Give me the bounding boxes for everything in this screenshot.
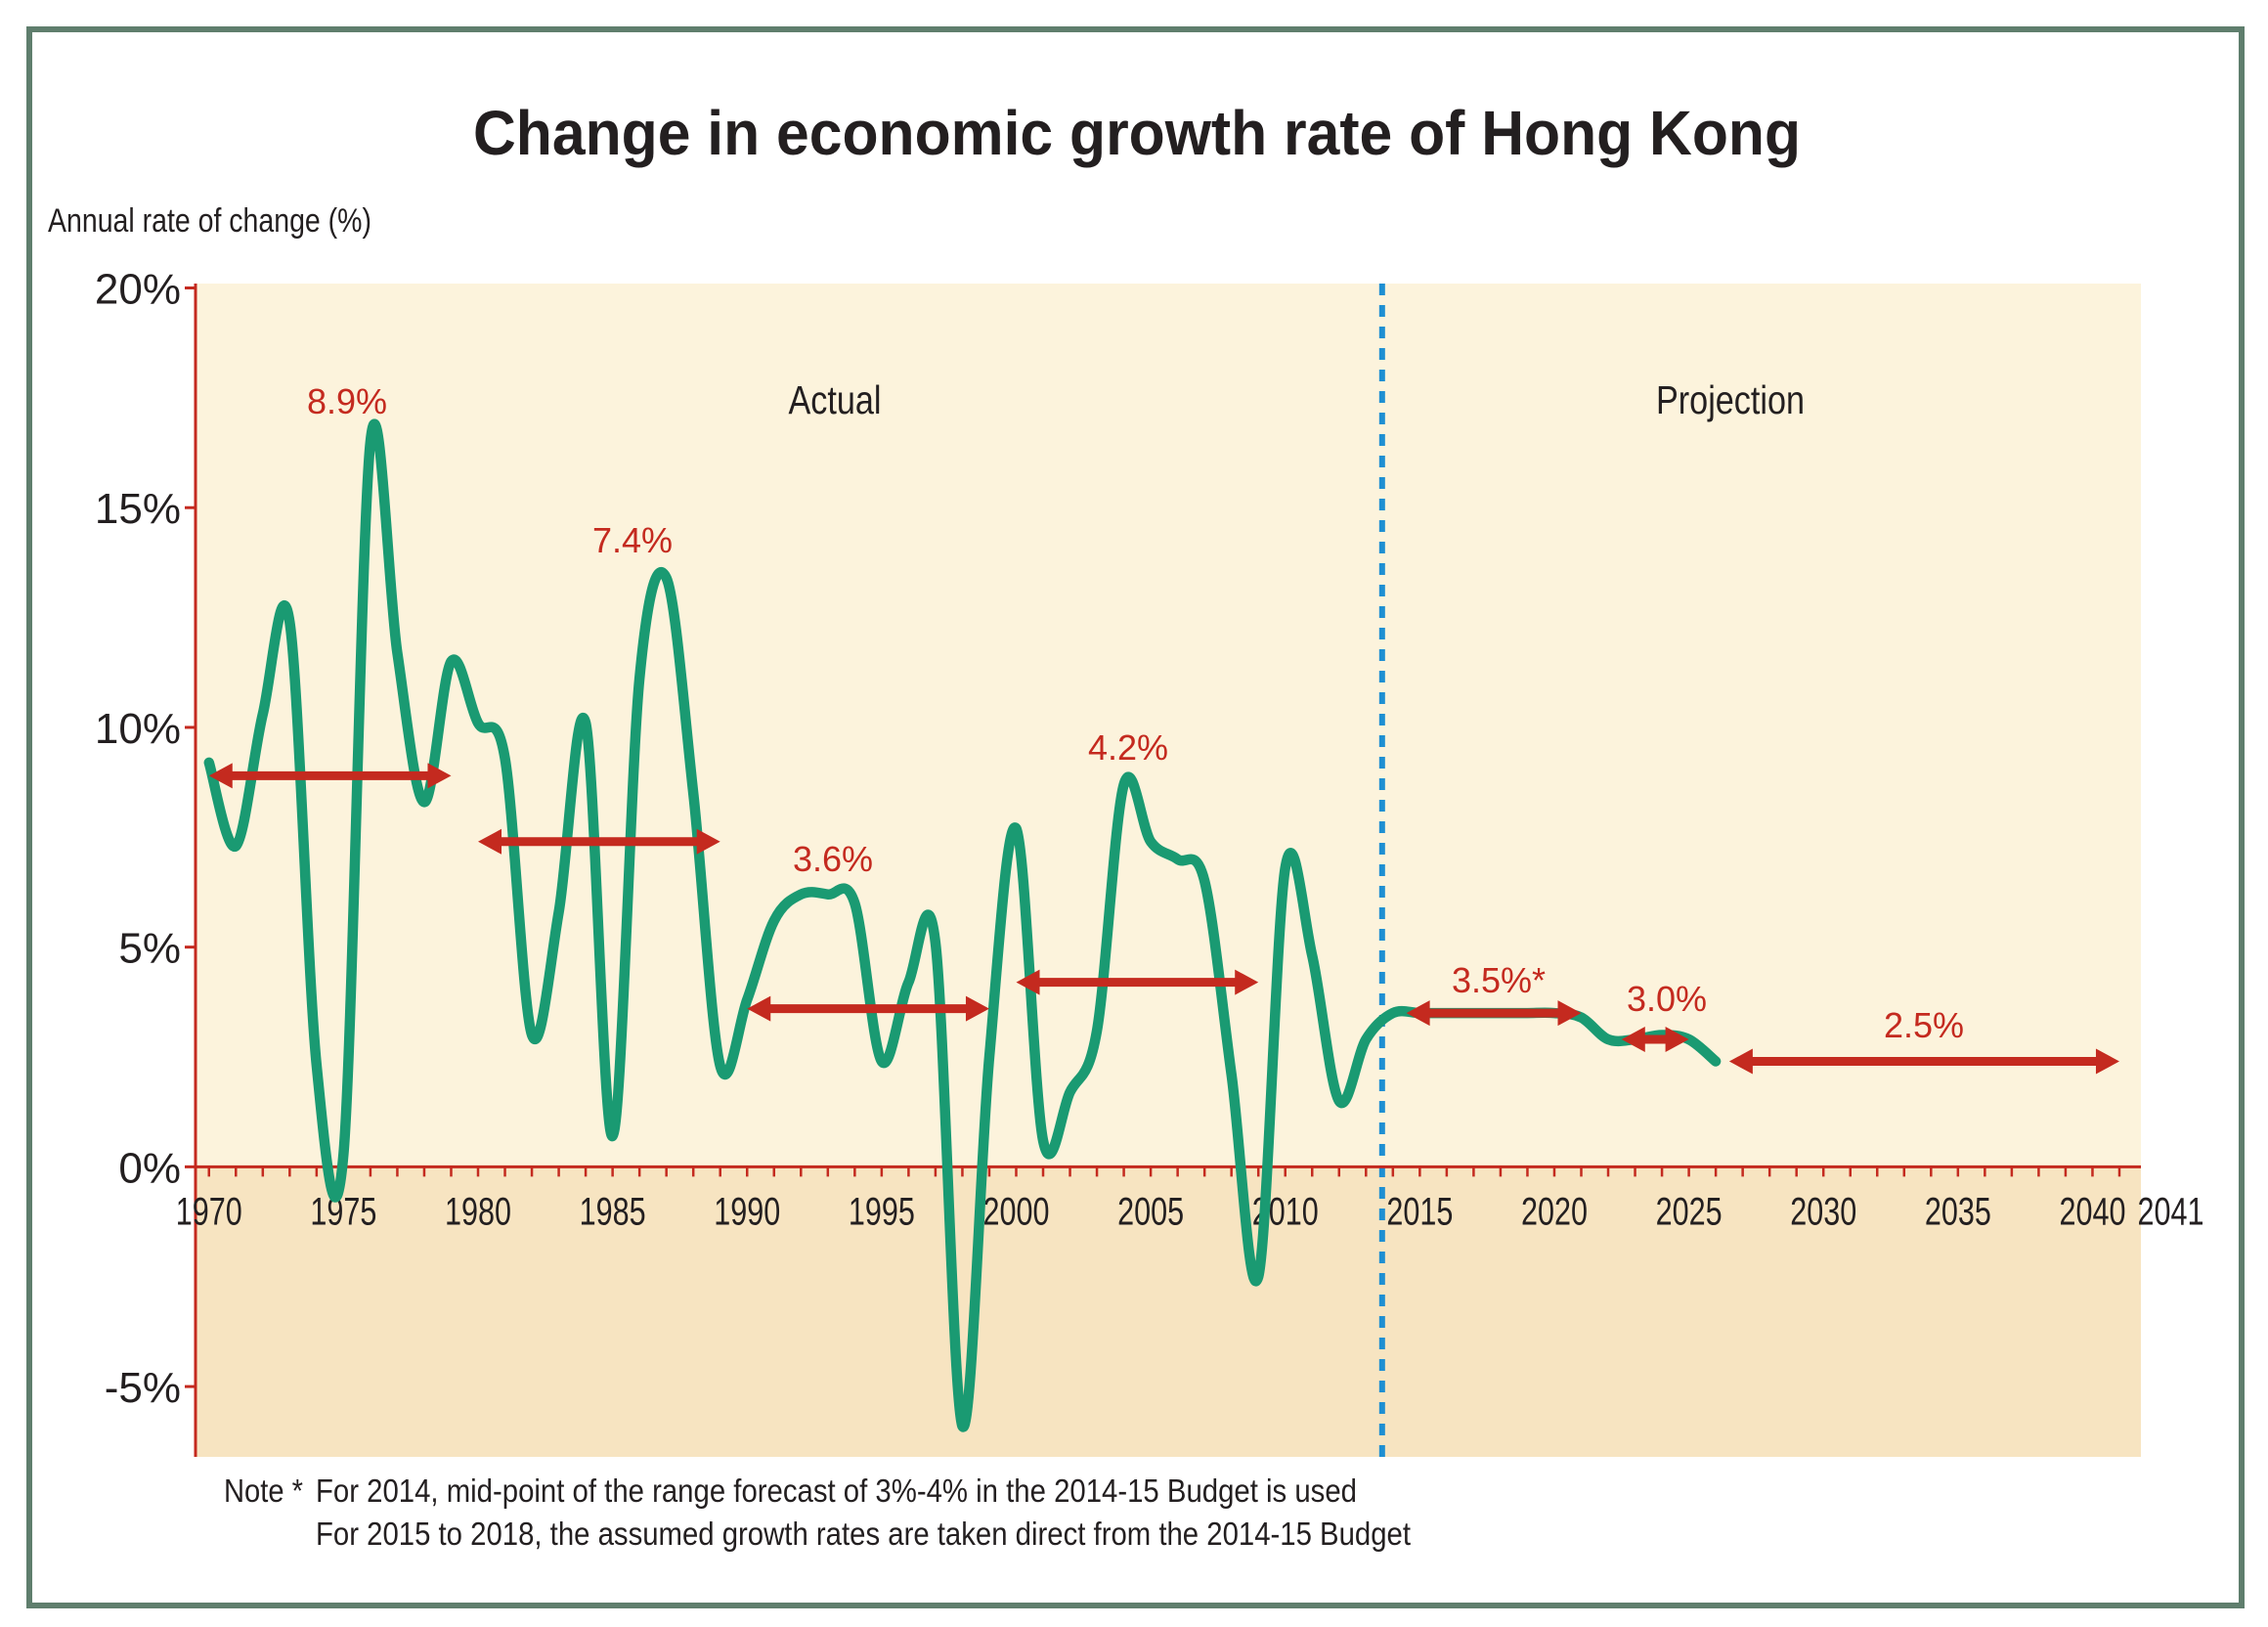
x-tick-label: 1990 — [714, 1190, 780, 1233]
period-average-arrow — [1016, 969, 1259, 995]
note-line-2: For 2015 to 2018, the assumed growth rat… — [316, 1516, 1411, 1552]
arrow-head-left — [1621, 1027, 1645, 1053]
y-tick-label: 0% — [118, 1144, 181, 1192]
period-average-label: 4.2% — [1088, 727, 1168, 768]
period-average-label: 3.6% — [793, 839, 873, 879]
arrow-head-right — [1557, 1000, 1582, 1027]
x-tick-label: 2040 — [2059, 1190, 2125, 1233]
period-average-arrow — [208, 763, 452, 789]
period-average-arrows: 8.9% 7.4% 3.6% 4.2% 3.5%* 3.0% 2.5% — [208, 381, 2119, 1075]
x-tick-label: 2005 — [1117, 1190, 1184, 1233]
period-average-label: 8.9% — [307, 381, 387, 421]
period-average-arrow — [747, 995, 989, 1022]
arrow-head-right — [1235, 969, 1259, 995]
period-average-label: 7.4% — [592, 520, 673, 560]
note-line-1: For 2014, mid-point of the range forecas… — [316, 1473, 1357, 1509]
arrow-head-right — [2095, 1048, 2119, 1075]
period-average-arrow — [1621, 1027, 1689, 1053]
negative-region-background — [196, 1166, 2141, 1457]
arrow-head-left — [747, 995, 771, 1022]
arrow-head-right — [427, 763, 452, 789]
period-average-label: 3.5%* — [1452, 960, 1546, 1000]
section-label-projection: Projection — [1656, 377, 1805, 422]
chart-title: Change in economic growth rate of Hong K… — [473, 98, 1801, 168]
x-tick-label: 2000 — [982, 1190, 1049, 1233]
arrow-head-right — [696, 828, 720, 855]
arrow-head-left — [1406, 1000, 1430, 1027]
figure-frame — [26, 26, 2245, 1608]
series — [203, 418, 1722, 1432]
x-tick-label: 2015 — [1386, 1190, 1453, 1233]
x-tick-label: 2035 — [1925, 1190, 1991, 1233]
footnote: Note * For 2014, mid-point of the range … — [224, 1473, 1411, 1552]
x-tick-label: 1970 — [176, 1190, 242, 1233]
y-tick-label: 15% — [95, 485, 181, 533]
arrow-head-left — [1728, 1048, 1753, 1075]
period-average-arrow — [1406, 1000, 1582, 1027]
positive-region-background — [196, 284, 2141, 1167]
y-tick-label: 5% — [118, 925, 181, 973]
period-average-arrow — [1728, 1048, 2119, 1075]
section-label-actual: Actual — [789, 377, 882, 422]
x-tick-label: 2025 — [1656, 1190, 1723, 1233]
period-average-arrow — [478, 828, 720, 855]
x-tick-label: 1985 — [580, 1190, 646, 1233]
period-average-label: 2.5% — [1884, 1005, 1964, 1045]
plot-background — [196, 284, 2141, 1457]
arrow-head-right — [1665, 1027, 1689, 1053]
growth-rate-line — [203, 418, 1722, 1432]
y-axis-title: Annual rate of change (%) — [48, 202, 371, 240]
axes: 20% 15% 10% 5% 0% -5% 1970 1975 1980 1985 1990 1995… — [95, 265, 2203, 1457]
arrow-head-left — [478, 828, 502, 855]
y-tick-label: 20% — [95, 265, 181, 313]
x-tick-label: 2041 — [2137, 1190, 2203, 1233]
period-average-label: 3.0% — [1627, 979, 1707, 1019]
x-tick-label: 2030 — [1790, 1190, 1856, 1233]
x-tick-label: 1980 — [445, 1190, 511, 1233]
arrow-head-left — [208, 763, 233, 789]
x-tick-label: 2020 — [1521, 1190, 1588, 1233]
y-tick-label: -5% — [105, 1364, 181, 1412]
arrow-head-right — [965, 995, 989, 1022]
arrow-head-left — [1016, 969, 1040, 995]
note-marker: Note * — [224, 1473, 303, 1509]
x-tick-label: 1995 — [849, 1190, 915, 1233]
x-tick-label: 1975 — [310, 1190, 376, 1233]
y-tick-label: 10% — [95, 705, 181, 753]
